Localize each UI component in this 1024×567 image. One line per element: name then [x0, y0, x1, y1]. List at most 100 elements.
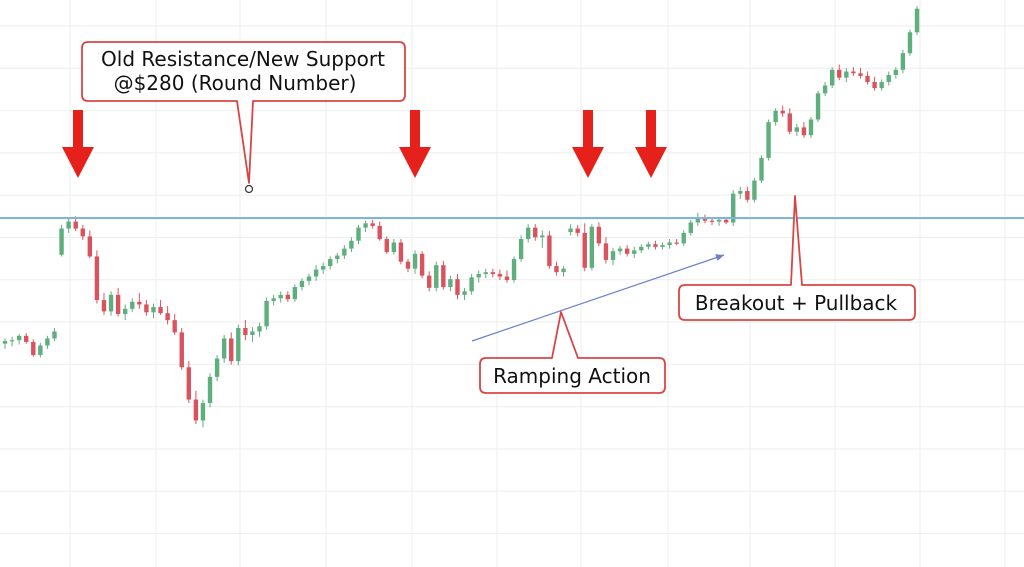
candle-body	[914, 8, 920, 33]
candle-body	[313, 269, 319, 277]
candle-body	[200, 403, 206, 421]
candle	[518, 235, 524, 262]
candle-body	[356, 227, 361, 241]
candle-body	[73, 221, 78, 229]
candle-body	[794, 127, 800, 132]
candle-body	[412, 253, 418, 269]
candle	[59, 225, 64, 257]
candle	[787, 108, 792, 135]
trend-arrowhead	[715, 254, 724, 261]
candle-body	[306, 276, 312, 281]
candle-body	[172, 320, 177, 333]
candle-body	[243, 327, 248, 335]
callout-ramping: Ramping Action	[479, 311, 666, 394]
candle	[660, 242, 665, 250]
candle-body	[554, 266, 559, 273]
callout-anchor-dot	[244, 184, 254, 194]
candle-body	[320, 266, 326, 270]
candle	[851, 67, 856, 76]
candle-body	[122, 308, 128, 315]
candle	[80, 225, 85, 240]
resistance-test-arrows	[62, 110, 667, 178]
candle-body	[738, 191, 743, 194]
candle	[568, 224, 573, 236]
candle	[405, 259, 411, 273]
candle-body	[596, 226, 602, 244]
candle-body	[511, 259, 517, 281]
candle-body	[900, 53, 906, 70]
candle-body	[80, 228, 85, 237]
candle	[653, 240, 658, 250]
candle	[66, 218, 71, 233]
candle-body	[158, 307, 163, 314]
candle	[801, 122, 807, 138]
candle	[137, 293, 142, 309]
candle	[674, 239, 679, 246]
candle	[709, 218, 715, 226]
candle	[31, 339, 36, 357]
candle-series	[2, 6, 920, 428]
ramping-trend-line	[471, 254, 725, 342]
candle-body	[879, 81, 884, 89]
candle	[914, 6, 920, 35]
candle-body	[589, 226, 595, 268]
candle	[306, 273, 312, 286]
candle-body	[335, 255, 340, 260]
candle-body	[483, 272, 488, 274]
callout-text-line-2: @$280 (Round Number)	[114, 71, 357, 95]
candle	[186, 361, 192, 404]
candle-body	[186, 367, 192, 400]
candle	[794, 123, 800, 137]
candle	[9, 336, 15, 347]
candle-body	[815, 93, 821, 120]
candle	[462, 287, 467, 301]
candle	[780, 105, 785, 117]
candle-body	[193, 399, 199, 421]
candle	[624, 245, 630, 257]
candle	[497, 269, 503, 281]
candle-body	[165, 313, 170, 321]
callout-support: Old Resistance/New Support @$280 (Round …	[81, 41, 406, 194]
candle-body	[151, 307, 156, 313]
candle-body	[851, 71, 856, 74]
candle	[2, 338, 8, 349]
candle-body	[441, 265, 446, 287]
candle	[16, 334, 22, 345]
candle-body	[865, 75, 870, 82]
candle	[221, 334, 227, 363]
candle-body	[844, 71, 849, 78]
candle	[165, 306, 170, 325]
candle-body	[179, 332, 184, 368]
candle	[540, 230, 545, 248]
candle	[398, 239, 404, 265]
candle-body	[52, 331, 57, 339]
candle-body	[419, 253, 425, 276]
candle-body	[31, 341, 36, 356]
candle	[893, 67, 899, 79]
callout-box	[81, 41, 406, 184]
candle	[328, 256, 333, 270]
candle-body	[688, 222, 693, 233]
candle-body	[384, 239, 389, 253]
candle	[342, 245, 347, 260]
candle-body	[667, 242, 672, 246]
candle	[384, 236, 389, 254]
candle	[865, 71, 870, 85]
candle-body	[363, 223, 368, 228]
candle-body	[285, 294, 290, 300]
candle-body	[59, 228, 64, 255]
candle	[179, 327, 184, 370]
candle-body	[533, 227, 538, 238]
candle-body	[893, 69, 899, 76]
candle-body	[561, 268, 566, 273]
candle	[483, 268, 488, 279]
candle	[469, 273, 474, 295]
candle-body	[328, 259, 333, 267]
candle-body	[398, 242, 404, 262]
candle	[738, 186, 743, 199]
candle-body	[391, 242, 397, 253]
candle-body	[24, 335, 29, 342]
candle	[596, 222, 602, 246]
candle	[844, 68, 849, 82]
